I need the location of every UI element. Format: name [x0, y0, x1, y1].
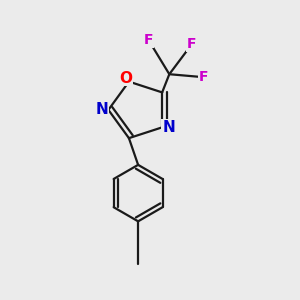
Text: F: F	[199, 70, 208, 84]
Text: F: F	[187, 38, 196, 52]
Text: N: N	[162, 120, 175, 135]
Text: O: O	[119, 70, 132, 86]
Text: F: F	[144, 33, 153, 47]
Text: N: N	[95, 102, 108, 117]
